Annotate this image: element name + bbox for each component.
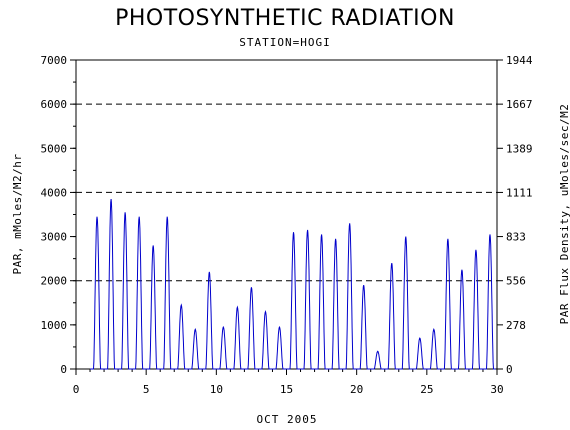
y-tick-label-left: 6000 — [41, 98, 68, 111]
y-tick-label-left: 2000 — [41, 275, 68, 288]
grid-lines — [76, 103, 497, 282]
x-tick-label: 5 — [143, 383, 150, 396]
y-axis-label-left: PAR, mMoles/M2/hr — [11, 153, 24, 274]
plot-frame — [75, 59, 498, 370]
x-tick-label: 15 — [280, 383, 293, 396]
x-axis-label: OCT 2005 — [257, 413, 318, 426]
y-tick-label-right: 1389 — [506, 142, 533, 155]
par-series-line — [90, 198, 496, 370]
y-axis-label-right: PAR Flux Density, uMoles/sec/M2 — [558, 104, 570, 325]
y-tick-label-left: 4000 — [41, 186, 68, 199]
x-tick-label: 0 — [73, 383, 80, 396]
x-tick-label: 30 — [490, 383, 503, 396]
y-tick-label-left: 3000 — [41, 231, 68, 244]
y-tick-label-right: 278 — [506, 319, 526, 332]
chart-title: PHOTOSYNTHETIC RADIATION — [115, 6, 455, 31]
y-tick-label-right: 556 — [506, 275, 526, 288]
y-tick-label-right: 1944 — [506, 54, 533, 67]
x-tick-label: 10 — [210, 383, 223, 396]
y-tick-label-right: 0 — [506, 363, 513, 376]
y-tick-label-right: 833 — [506, 231, 526, 244]
y-tick-label-right: 1667 — [506, 98, 533, 111]
series-layer — [90, 198, 496, 370]
chart-subtitle: STATION=HOGI — [239, 36, 331, 49]
y-tick-label-left: 0 — [60, 363, 67, 376]
x-tick-label: 25 — [420, 383, 433, 396]
x-tick-label: 20 — [350, 383, 363, 396]
y-tick-label-left: 5000 — [41, 142, 68, 155]
y-tick-label-left: 7000 — [41, 54, 68, 67]
axes: 0 1000 2000 3000 4000 5000 6000 7000 0 278 556 833 1… — [41, 54, 533, 396]
y-tick-label-left: 1000 — [41, 319, 68, 332]
y-tick-label-right: 1111 — [506, 186, 533, 199]
